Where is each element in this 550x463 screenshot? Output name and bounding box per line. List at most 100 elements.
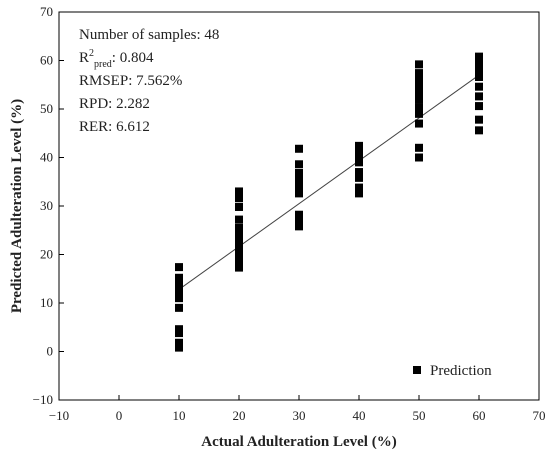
data-point: [175, 325, 183, 334]
data-point: [235, 194, 243, 203]
data-point: [355, 148, 363, 157]
x-tick-label: −10: [49, 408, 69, 423]
stats-annotation: Number of samples: 48 R2pred: 0.804 RMSE…: [79, 27, 219, 135]
data-point: [415, 103, 423, 112]
data-point: [235, 187, 243, 196]
data-point: [415, 87, 423, 96]
data-point: [295, 169, 303, 178]
y-tick-label: 10: [40, 295, 53, 310]
data-point: [235, 245, 243, 254]
y-tick-label: 70: [40, 4, 53, 19]
data-point: [475, 126, 483, 135]
data-point: [475, 72, 483, 81]
data-point: [475, 115, 483, 124]
data-points-layer: [175, 52, 483, 352]
x-tick-label: 20: [233, 408, 246, 423]
data-point: [355, 173, 363, 182]
r2-base: R: [79, 50, 89, 66]
data-point: [295, 184, 303, 193]
x-tick-label: 50: [413, 408, 426, 423]
fit-line-layer: [178, 74, 480, 290]
y-tick-label: 30: [40, 198, 53, 213]
data-point: [415, 153, 423, 162]
data-point: [295, 210, 303, 219]
data-point: [235, 257, 243, 266]
data-point: [235, 251, 243, 260]
data-point: [235, 263, 243, 272]
plot-area: [58, 11, 540, 401]
data-point: [415, 109, 423, 118]
data-point: [355, 168, 363, 177]
data-point: [355, 141, 363, 150]
data-point: [235, 235, 243, 244]
data-point: [295, 179, 303, 188]
data-point: [235, 231, 243, 240]
data-point: [235, 215, 243, 224]
data-point: [235, 240, 243, 249]
legend-label: Prediction: [430, 363, 492, 379]
x-axis-title: Actual Adulteration Level (%): [201, 434, 396, 450]
data-point: [475, 58, 483, 67]
r2-sub: pred: [94, 59, 112, 70]
data-point: [475, 82, 483, 91]
data-point: [175, 343, 183, 352]
y-axis-ticks: −10 0 10 20 30 40 50 60 70: [33, 4, 64, 407]
rpd-text: RPD: 2.282: [79, 96, 150, 112]
y-tick-label: −10: [33, 392, 53, 407]
y-tick-label: 20: [40, 247, 53, 262]
data-point: [415, 143, 423, 152]
data-point: [415, 75, 423, 84]
data-point: [175, 294, 183, 303]
rmsep-text: RMSEP: 7.562%: [79, 73, 182, 89]
data-point: [475, 52, 483, 61]
x-tick-label: 10: [173, 408, 186, 423]
y-tick-label: 50: [40, 101, 53, 116]
data-point: [175, 273, 183, 282]
samples-text: Number of samples: 48: [79, 27, 219, 43]
y-tick-label: 0: [47, 344, 54, 359]
regression-line: [178, 74, 480, 290]
data-point: [295, 216, 303, 225]
data-point: [175, 284, 183, 293]
x-axis-ticks: −10 0 10 20 30 40 50 60 70: [49, 395, 546, 423]
rer-text: RER: 6.612: [79, 119, 150, 135]
data-point: [415, 69, 423, 78]
y-tick-label: 40: [40, 150, 53, 165]
data-point: [415, 60, 423, 69]
data-point: [415, 80, 423, 89]
data-point: [175, 279, 183, 288]
data-point: [475, 102, 483, 111]
x-tick-label: 30: [293, 408, 306, 423]
data-point: [295, 222, 303, 231]
r2-text: R2pred: 0.804: [79, 48, 154, 70]
data-point: [175, 289, 183, 298]
data-point: [295, 160, 303, 169]
data-point: [355, 153, 363, 162]
legend-marker: [413, 366, 421, 374]
y-tick-label: 60: [40, 53, 53, 68]
data-point: [355, 189, 363, 198]
r2-value: : 0.804: [112, 50, 154, 66]
x-tick-label: 70: [533, 408, 546, 423]
data-point: [175, 263, 183, 272]
data-point: [475, 68, 483, 77]
y-axis-title: Predicted Adulteration Level (%): [9, 99, 25, 313]
legend: Prediction: [413, 363, 492, 379]
data-point: [175, 303, 183, 312]
data-point: [475, 92, 483, 101]
data-point: [175, 338, 183, 347]
r2-sup: 2: [89, 48, 94, 59]
data-point: [295, 189, 303, 198]
data-point: [415, 119, 423, 128]
data-point: [235, 223, 243, 232]
data-point: [235, 202, 243, 211]
x-tick-label: 60: [473, 408, 486, 423]
data-point: [415, 95, 423, 104]
data-point: [355, 158, 363, 167]
data-point: [295, 144, 303, 153]
data-point: [355, 183, 363, 192]
x-tick-label: 0: [116, 408, 123, 423]
x-tick-label: 40: [353, 408, 366, 423]
data-point: [295, 174, 303, 183]
